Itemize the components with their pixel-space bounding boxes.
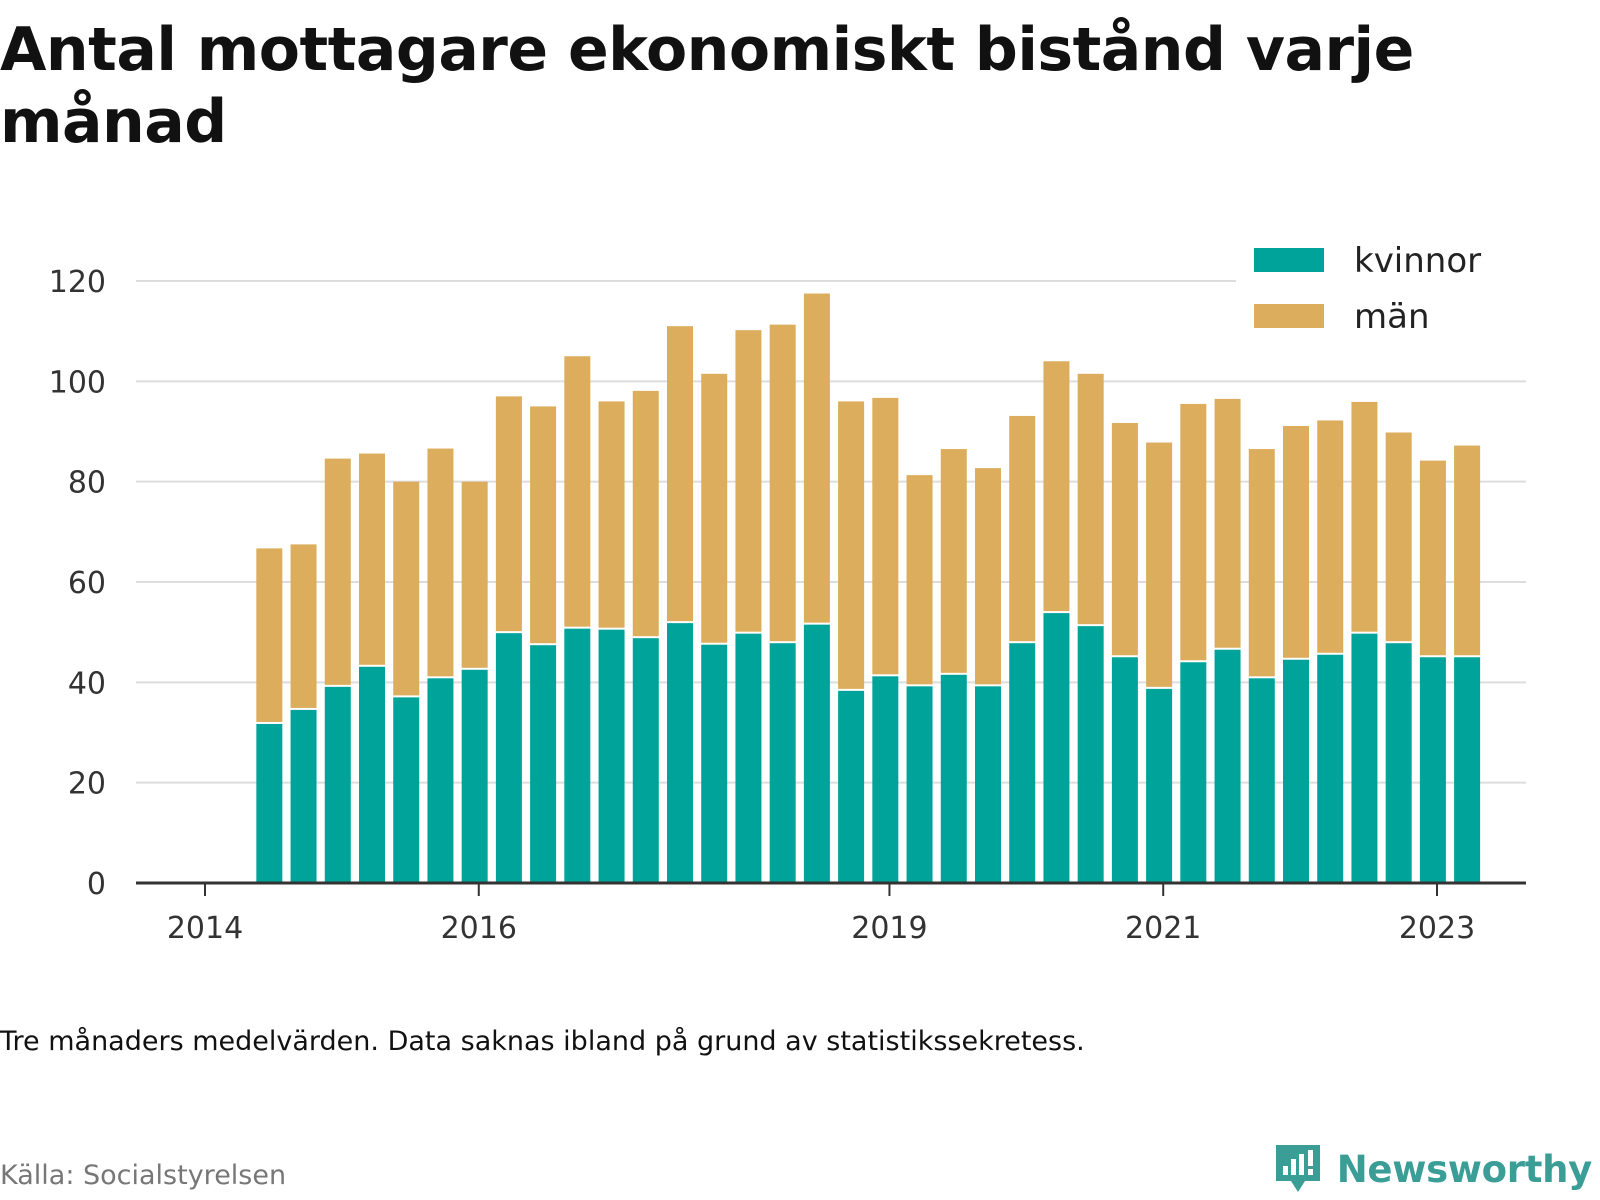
bar-segment-kvinnor xyxy=(1009,643,1036,883)
bar-segment-man xyxy=(256,548,283,722)
y-tick-label: 100 xyxy=(49,365,106,400)
stacked-bar-chart: 0 20 40 60 80 100 120 2014 2016 2019 2021 2023 kvin… xyxy=(49,240,1526,946)
bar-segment-man xyxy=(1419,460,1446,656)
y-tick-label: 40 xyxy=(68,666,106,701)
bar-segment-kvinnor xyxy=(701,644,728,883)
chart-note: Tre månaders medelvärden. Data saknas ib… xyxy=(0,1026,1085,1057)
bar-segment-kvinnor xyxy=(290,709,317,883)
bar-segment-man xyxy=(838,401,865,689)
bar-segment-man xyxy=(1351,401,1378,632)
bar-segment-kvinnor xyxy=(495,633,522,883)
bar-segment-man xyxy=(1248,449,1275,677)
legend: kvinnor män xyxy=(1236,240,1526,337)
bar-segment-kvinnor xyxy=(461,669,488,883)
bar-segment-kvinnor xyxy=(427,678,454,883)
bar-segment-kvinnor xyxy=(393,697,420,883)
bar-segment-kvinnor xyxy=(1111,657,1138,883)
bar-segment-man xyxy=(1214,398,1241,648)
bar-segment-man xyxy=(632,390,659,637)
axes: 0 20 40 60 80 100 120 2014 2016 2019 2021 2023 xyxy=(49,265,1526,946)
bar-segment-man xyxy=(1043,361,1070,612)
x-tick-label: 2021 xyxy=(1125,911,1201,946)
bar-segment-kvinnor xyxy=(598,629,625,883)
bar-segment-man xyxy=(701,373,728,643)
x-tick-label: 2023 xyxy=(1399,911,1475,946)
bar-segment-kvinnor xyxy=(769,643,796,883)
chart-title: Antal mottagare ekonomiskt bistånd varje… xyxy=(0,15,1414,157)
bar-segment-kvinnor xyxy=(359,666,385,883)
bar-segment-kvinnor xyxy=(632,638,659,883)
bar-segment-man xyxy=(598,401,625,628)
bar-segment-man xyxy=(1283,425,1309,658)
bar-segment-kvinnor xyxy=(940,674,967,883)
bar-segment-man xyxy=(495,396,522,632)
y-tick-label: 60 xyxy=(68,566,106,601)
bar-segment-man xyxy=(735,330,762,632)
brand-name: Newsworthy xyxy=(1336,1147,1593,1191)
bar-segment-kvinnor xyxy=(872,676,899,883)
bar-segment-man xyxy=(940,449,967,673)
bar-segment-man xyxy=(393,481,420,696)
bar-segment-kvinnor xyxy=(667,623,693,883)
bar-segment-kvinnor xyxy=(1385,643,1412,883)
bar-segment-kvinnor xyxy=(1146,688,1173,883)
bar-segment-kvinnor xyxy=(1419,657,1446,883)
bar-segment-man xyxy=(1180,403,1207,661)
legend-label: män xyxy=(1354,297,1430,337)
bar-segment-man xyxy=(530,406,557,644)
bars xyxy=(256,293,1481,883)
brand-logo: Newsworthy xyxy=(1273,1142,1592,1196)
x-tick-label: 2016 xyxy=(441,911,517,946)
bar-segment-man xyxy=(324,458,351,685)
bar-segment-man xyxy=(461,481,488,668)
bar-segment-kvinnor xyxy=(735,633,762,883)
bar-segment-man xyxy=(803,293,830,623)
y-tick-label: 0 xyxy=(87,867,106,902)
bar-segment-man xyxy=(975,468,1001,685)
y-tick-label: 20 xyxy=(68,767,106,802)
bar-segment-man xyxy=(359,453,385,665)
bar-segment-kvinnor xyxy=(838,690,865,883)
bar-segment-man xyxy=(1077,373,1104,625)
bar-segment-man xyxy=(1146,442,1173,687)
legend-label: kvinnor xyxy=(1354,241,1481,281)
newsworthy-icon xyxy=(1275,1145,1320,1192)
x-tick-label: 2019 xyxy=(851,911,927,946)
bar-segment-man xyxy=(667,326,693,622)
bar-segment-man xyxy=(872,397,899,675)
bar-segment-man xyxy=(290,544,317,708)
y-tick-label: 120 xyxy=(49,265,106,300)
bar-segment-kvinnor xyxy=(803,624,830,883)
bar-segment-kvinnor xyxy=(1043,613,1070,883)
legend-swatch xyxy=(1254,304,1324,328)
bar-segment-kvinnor xyxy=(1454,657,1481,883)
bar-segment-kvinnor xyxy=(975,686,1001,883)
bar-segment-man xyxy=(1454,445,1481,656)
bar-segment-man xyxy=(427,448,454,677)
bar-segment-man xyxy=(1385,432,1412,642)
bar-segment-kvinnor xyxy=(1351,633,1378,883)
bar-segment-kvinnor xyxy=(1248,678,1275,883)
bar-segment-kvinnor xyxy=(1283,659,1309,883)
bar-segment-man xyxy=(1317,420,1344,653)
bar-segment-kvinnor xyxy=(256,723,283,883)
source-credit: Källa: Socialstyrelsen xyxy=(0,1160,287,1191)
bar-segment-man xyxy=(1111,422,1138,656)
bar-segment-man xyxy=(564,356,591,627)
bar-segment-kvinnor xyxy=(1317,654,1344,883)
bar-segment-kvinnor xyxy=(1180,662,1207,883)
bar-segment-kvinnor xyxy=(1214,649,1241,883)
bar-segment-man xyxy=(906,475,933,685)
bar-segment-man xyxy=(769,324,796,642)
bar-segment-kvinnor xyxy=(1077,626,1104,883)
bar-segment-kvinnor xyxy=(906,686,933,883)
bar-segment-kvinnor xyxy=(324,686,351,883)
y-tick-label: 80 xyxy=(68,466,106,501)
bar-segment-kvinnor xyxy=(530,645,557,883)
legend-swatch xyxy=(1254,248,1324,272)
x-tick-label: 2014 xyxy=(167,911,243,946)
bar-segment-kvinnor xyxy=(564,628,591,883)
bar-segment-man xyxy=(1009,415,1036,642)
